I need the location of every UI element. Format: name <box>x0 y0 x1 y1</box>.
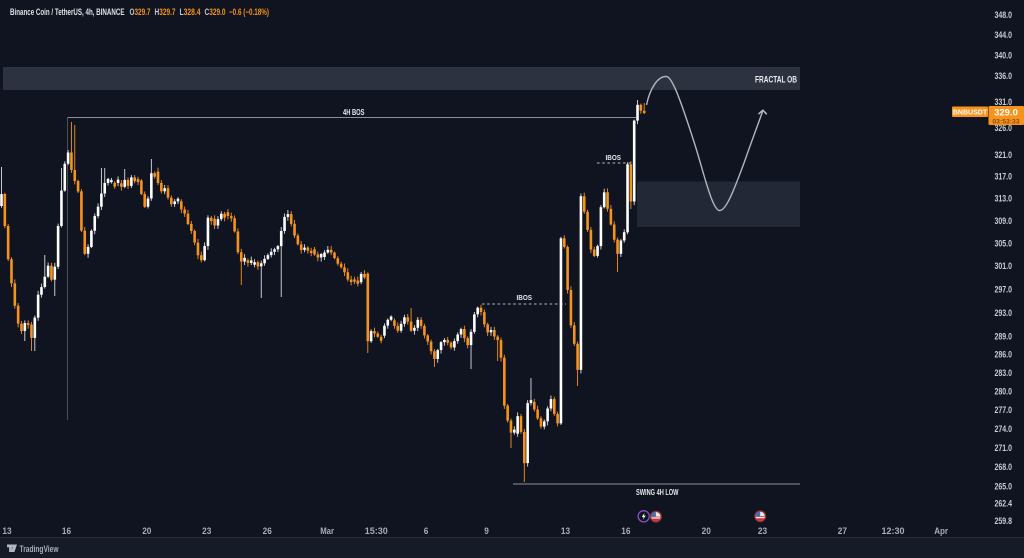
svg-text:274.0: 274.0 <box>995 424 1013 435</box>
svg-text:IBOS: IBOS <box>606 155 622 162</box>
svg-text:340.0: 340.0 <box>995 50 1013 61</box>
svg-text:268.0: 268.0 <box>995 462 1013 473</box>
svg-text:4H BOS: 4H BOS <box>343 107 365 117</box>
svg-text:277.0: 277.0 <box>995 405 1013 416</box>
svg-text:293.0: 293.0 <box>995 308 1013 319</box>
svg-text:C329.0: C329.0 <box>205 7 226 17</box>
svg-text:13: 13 <box>2 526 11 537</box>
svg-text:309.0: 309.0 <box>995 216 1013 227</box>
svg-text:329.0: 329.0 <box>994 107 1018 118</box>
svg-text:289.0: 289.0 <box>995 332 1013 343</box>
svg-text:23: 23 <box>758 526 767 537</box>
svg-text:26: 26 <box>263 526 272 537</box>
svg-text:271.0: 271.0 <box>995 443 1013 454</box>
svg-text:321.0: 321.0 <box>995 150 1013 161</box>
svg-text:297.0: 297.0 <box>995 284 1013 295</box>
svg-text:262.4: 262.4 <box>995 499 1013 510</box>
svg-text:16: 16 <box>62 526 71 537</box>
svg-text:23: 23 <box>202 526 211 537</box>
svg-text:O329.7: O329.7 <box>130 7 151 17</box>
svg-text:12:30: 12:30 <box>882 526 905 537</box>
svg-text:265.0: 265.0 <box>995 482 1013 493</box>
svg-text:Mar: Mar <box>320 526 334 537</box>
svg-text:SWING 4H LOW: SWING 4H LOW <box>636 487 679 497</box>
svg-text:331.0: 331.0 <box>995 97 1013 108</box>
svg-text:6: 6 <box>424 526 429 537</box>
svg-text:305.0: 305.0 <box>995 238 1013 249</box>
svg-text:20: 20 <box>142 526 151 537</box>
svg-text:03:53:33: 03:53:33 <box>992 118 1019 125</box>
svg-text:344.0: 344.0 <box>995 30 1013 41</box>
svg-text:326.0: 326.0 <box>995 123 1013 134</box>
svg-text:Binance Coin / TetherUS, 4h, B: Binance Coin / TetherUS, 4h, BINANCE <box>10 7 125 17</box>
svg-text:280.0: 280.0 <box>995 386 1013 397</box>
svg-text:317.0: 317.0 <box>995 172 1013 183</box>
svg-text:L328.4: L328.4 <box>180 7 201 17</box>
svg-text:286.0: 286.0 <box>995 350 1013 361</box>
svg-text:20: 20 <box>702 526 711 537</box>
svg-text:9: 9 <box>484 526 489 537</box>
svg-text:FRACTAL OB: FRACTAL OB <box>755 75 797 86</box>
svg-text:BNBUSDT: BNBUSDT <box>953 110 988 117</box>
svg-text:336.0: 336.0 <box>995 71 1013 82</box>
svg-text:301.0: 301.0 <box>995 261 1013 272</box>
svg-text:−0.6 (−0.18%): −0.6 (−0.18%) <box>229 7 269 17</box>
svg-text:348.0: 348.0 <box>995 10 1013 21</box>
svg-text:IBOS: IBOS <box>517 295 533 302</box>
svg-text:13: 13 <box>561 526 570 537</box>
svg-text:H329.7: H329.7 <box>155 7 176 17</box>
svg-text:283.0: 283.0 <box>995 368 1013 379</box>
svg-text:27: 27 <box>838 526 847 537</box>
svg-text:16: 16 <box>621 526 630 537</box>
svg-text:259.8: 259.8 <box>995 516 1013 527</box>
svg-text:313.0: 313.0 <box>995 194 1013 205</box>
svg-text:15:30: 15:30 <box>365 526 388 537</box>
svg-text:Apr: Apr <box>934 526 948 537</box>
svg-text:TradingView: TradingView <box>20 544 60 554</box>
